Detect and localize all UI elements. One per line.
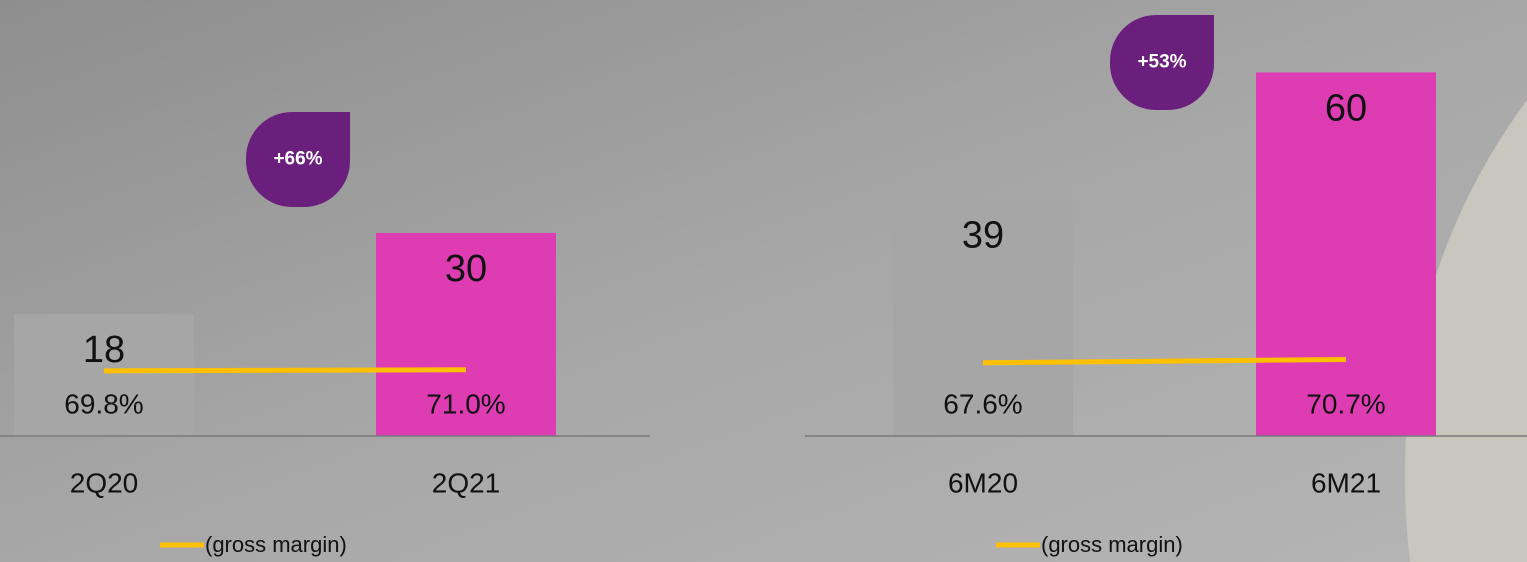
badge-label: +53% bbox=[1137, 52, 1186, 73]
x-tick-label: 6M21 bbox=[1311, 467, 1381, 498]
bar bbox=[893, 199, 1073, 436]
bar bbox=[1256, 72, 1436, 436]
margin-label: 69.8% bbox=[64, 388, 143, 419]
badge bbox=[246, 112, 350, 207]
margin-label: 70.7% bbox=[1306, 388, 1385, 419]
bar-value-label: 60 bbox=[1325, 87, 1367, 129]
background-arc bbox=[1404, 100, 1527, 562]
margin-line bbox=[103, 367, 467, 374]
charts: 18 2Q20 30 2Q21 69.8% 71.0% +66% (gross margin)… bbox=[0, 15, 1527, 557]
badge-label: +66% bbox=[273, 149, 322, 170]
x-tick-label: 2Q20 bbox=[70, 467, 139, 498]
bar bbox=[14, 314, 194, 436]
bar-value-label: 30 bbox=[445, 248, 487, 290]
x-tick-label: 6M20 bbox=[948, 467, 1018, 498]
legend-label: (gross margin) bbox=[205, 532, 347, 557]
bar bbox=[376, 233, 556, 436]
bar-value-label: 39 bbox=[962, 215, 1004, 257]
bar-value-label: 18 bbox=[83, 329, 125, 371]
badge bbox=[1110, 15, 1214, 110]
x-tick-label: 2Q21 bbox=[432, 467, 501, 498]
margin-label: 67.6% bbox=[943, 388, 1022, 419]
legend-label: (gross margin) bbox=[1041, 532, 1183, 557]
margin-label: 71.0% bbox=[426, 388, 505, 419]
margin-line bbox=[982, 356, 1347, 366]
